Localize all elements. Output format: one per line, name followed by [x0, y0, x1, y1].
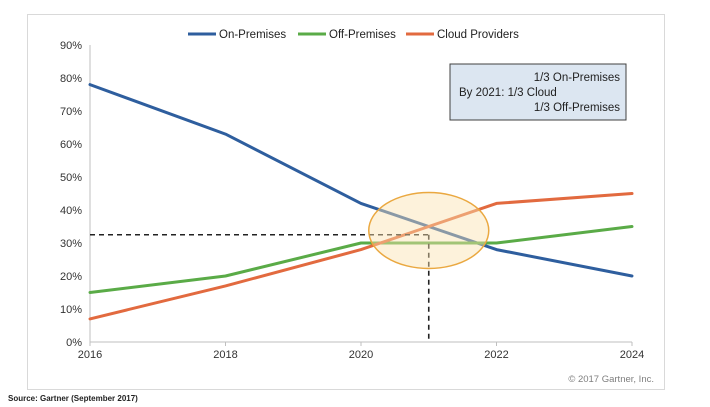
reference-lines: [90, 233, 430, 342]
x-tick-label: 2020: [349, 349, 373, 361]
chart-frame: 0% 10% 20% 30% 40% 50% 60% 70% 80% 90% 2016 2018 20…: [27, 14, 665, 390]
x-tick-label: 2024: [620, 349, 644, 361]
series-line-on-premises: [88, 83, 634, 278]
series-lines: [88, 83, 634, 321]
source-caption: Source: Gartner (September 2017): [8, 394, 138, 403]
y-tick-label: 10%: [60, 304, 82, 316]
x-tick-label: 2016: [78, 349, 102, 361]
legend-label: Off-Premises: [329, 29, 396, 41]
y-tick-label: 90%: [60, 40, 82, 52]
y-tick-label: 40%: [60, 205, 82, 217]
y-tick-label: 20%: [60, 271, 82, 283]
legend-label: On-Premises: [219, 29, 286, 41]
y-tick-label: 30%: [60, 238, 82, 250]
line-chart: 0%10%20%30%40%50%60%70%80%90% 2016 2018 20…: [60, 29, 654, 385]
series-line-off-premises: [88, 225, 634, 294]
y-tick-label: 70%: [60, 106, 82, 118]
annotation-line-3: 1/3 Off-Premises: [534, 102, 620, 114]
annotation-line-1: 1/3 On-Premises: [534, 72, 621, 84]
y-tick-label: 50%: [60, 172, 82, 184]
x-tick-labels: 2016 2018 2020 2022 2024: [78, 342, 644, 361]
x-tick-label: 2022: [484, 349, 508, 361]
y-tick-label: 80%: [60, 73, 82, 85]
legend-label: Cloud Providers: [437, 29, 519, 41]
annotation-line-2: By 2021: 1/3 Cloud: [459, 87, 557, 99]
series-line-cloud-providers: [88, 192, 634, 321]
y-tick-label: 0%: [66, 337, 82, 349]
y-tick-label: 60%: [60, 139, 82, 151]
y-tick-labels: 0% 10% 20% 30% 40% 50% 60% 70% 80% 90%: [60, 40, 82, 349]
x-tick-label: 2018: [213, 349, 237, 361]
crossing-highlight-ellipse: [368, 191, 490, 270]
annotation-box: 1/3 On-Premises By 2021: 1/3 Cloud 1/3 O…: [449, 63, 627, 121]
copyright-text: © 2017 Gartner, Inc.: [568, 374, 654, 385]
legend: On-Premises Off-Premises Cloud Providers: [188, 29, 519, 41]
